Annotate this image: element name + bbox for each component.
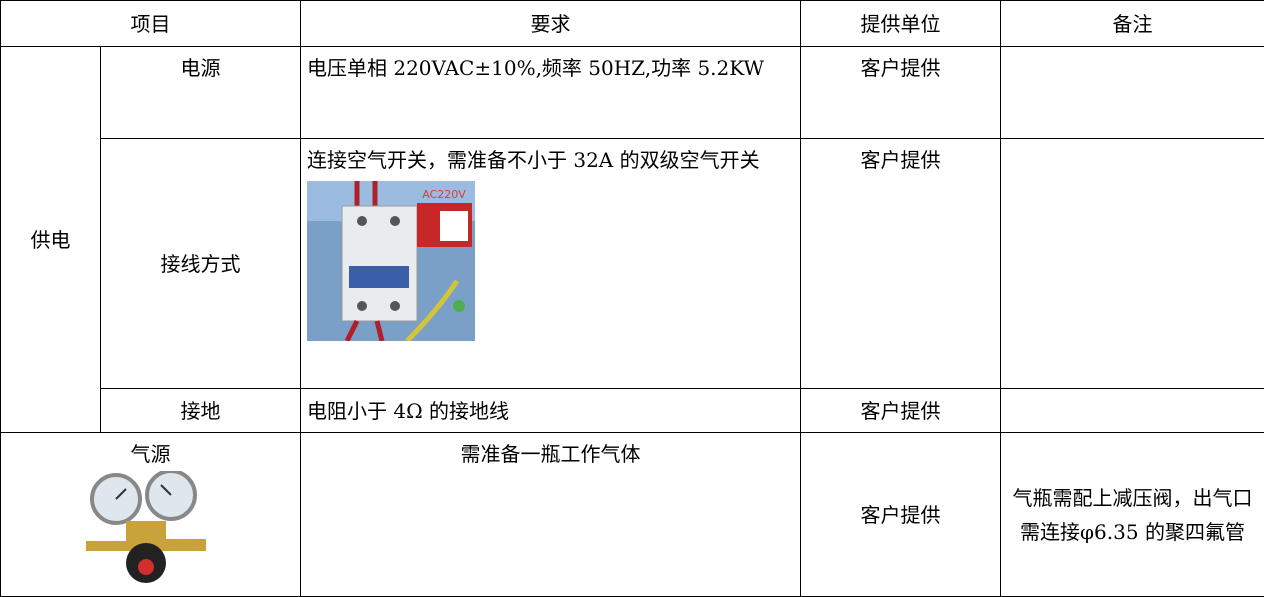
- row: 供电 电源 电压单相 220VAC±10%,频率 50HZ,功率 5.2KW 客…: [1, 47, 1264, 139]
- item-cell: 接地: [101, 389, 301, 433]
- requirement-cell: 电压单相 220VAC±10%,频率 50HZ,功率 5.2KW: [301, 47, 801, 139]
- provider-cell: 客户提供: [801, 47, 1001, 139]
- breaker-image: AC220V: [307, 181, 475, 341]
- image-label: AC220V: [422, 188, 466, 201]
- provider-cell: 客户提供: [801, 389, 1001, 433]
- header-cell: 要求: [301, 1, 801, 47]
- header-cell: 提供单位: [801, 1, 1001, 47]
- group-cell: 供电: [1, 47, 101, 433]
- provider-cell: 客户提供: [801, 433, 1001, 597]
- item-cell: 电源: [101, 47, 301, 139]
- item-text: 气源: [7, 437, 294, 471]
- requirement-cell: 需准备一瓶工作气体: [301, 433, 801, 597]
- provider-cell: 客户提供: [801, 139, 1001, 389]
- header-row: 项目 要求 提供单位 备注: [1, 1, 1264, 47]
- regulator-image: [71, 471, 231, 589]
- row: 接地 电阻小于 4Ω 的接地线 客户提供: [1, 389, 1264, 433]
- item-cell: 接线方式: [101, 139, 301, 389]
- row: 接线方式 连接空气开关，需准备不小于 32A 的双级空气开关 AC220V 客户…: [1, 139, 1264, 389]
- note-cell: [1001, 139, 1264, 389]
- requirement-text: 连接空气开关，需准备不小于 32A 的双级空气开关: [307, 143, 794, 177]
- header-cell: 备注: [1001, 1, 1264, 47]
- note-cell: [1001, 389, 1264, 433]
- row: 气源 需准备一瓶工作气体 客户提供 气瓶需配上减压阀，出气口需连接φ6.35 的…: [1, 433, 1264, 597]
- note-cell: [1001, 47, 1264, 139]
- header-cell: 项目: [1, 1, 301, 47]
- requirement-cell: 电阻小于 4Ω 的接地线: [301, 389, 801, 433]
- note-cell: 气瓶需配上减压阀，出气口需连接φ6.35 的聚四氟管: [1001, 433, 1264, 597]
- item-cell: 气源: [1, 433, 301, 597]
- requirement-cell: 连接空气开关，需准备不小于 32A 的双级空气开关 AC220V: [301, 139, 801, 389]
